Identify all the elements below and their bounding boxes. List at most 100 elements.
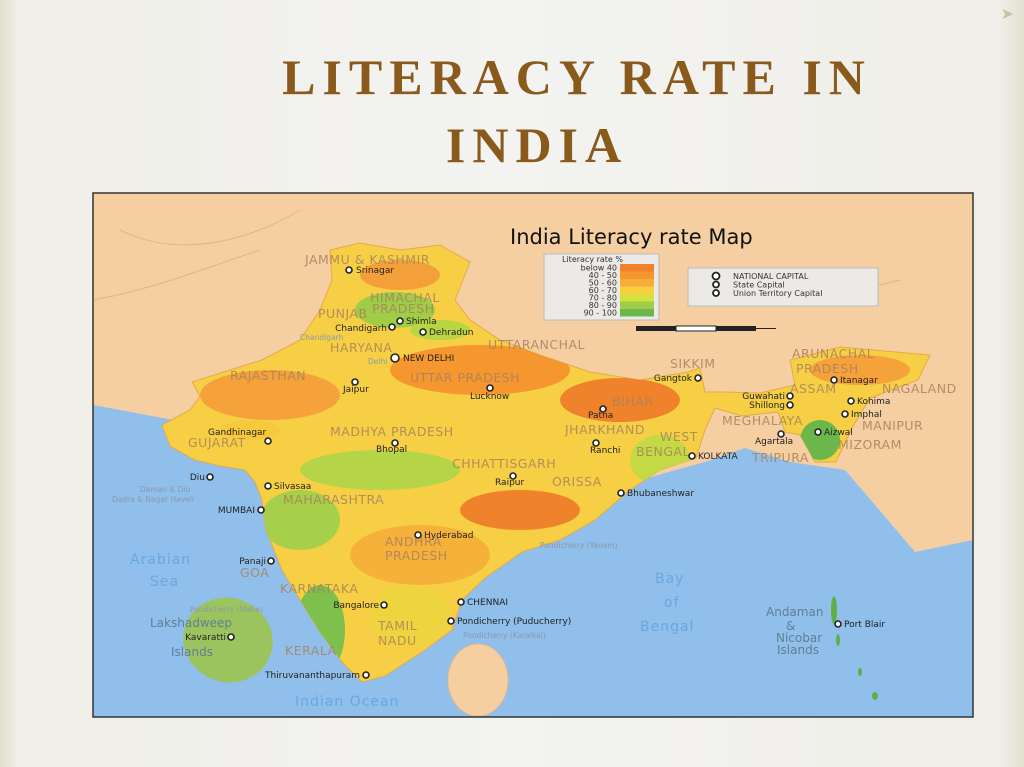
state-label: PRADESH bbox=[385, 548, 448, 563]
state-label: UTTAR PRADESH bbox=[410, 370, 520, 385]
state-label: CHHATTISGARH bbox=[452, 456, 556, 471]
city-marker-icon bbox=[388, 323, 396, 331]
island-label: Lakshadweep bbox=[150, 616, 232, 630]
city-marker-icon bbox=[688, 452, 696, 460]
city-marker-icon bbox=[414, 531, 422, 539]
city-marker-icon bbox=[599, 405, 607, 413]
city-label: Raipur bbox=[495, 478, 524, 488]
national-capital-icon bbox=[711, 271, 721, 281]
state-label: TAMIL bbox=[377, 618, 417, 633]
state-label: JHARKHAND bbox=[564, 422, 645, 437]
ut-label: Chandigarh bbox=[300, 333, 343, 342]
city-label: Srinagar bbox=[356, 266, 394, 276]
slide-title-line1: LITERACY RATE IN bbox=[282, 49, 872, 105]
city-label: Diu bbox=[190, 473, 205, 483]
city-label: Shillong bbox=[749, 401, 785, 411]
state-label: JAMMU & KASHMIR bbox=[304, 252, 430, 267]
city-marker-icon bbox=[391, 439, 399, 447]
city-marker-icon bbox=[380, 601, 388, 609]
map-title: India Literacy rate Map bbox=[510, 225, 753, 249]
legend-label: 50 - 60 bbox=[589, 279, 617, 288]
water-body-label: of bbox=[664, 595, 680, 611]
legend-swatch bbox=[620, 301, 654, 309]
state-label: MANIPUR bbox=[862, 418, 923, 433]
legend-swatch bbox=[620, 309, 654, 317]
decorative-arrow-icon: ➤ bbox=[1000, 6, 1014, 23]
state-label: NAGALAND bbox=[882, 381, 957, 396]
island-label: Islands bbox=[171, 645, 213, 659]
lakshadweep-area bbox=[183, 597, 273, 683]
legend-swatch bbox=[620, 294, 654, 302]
city-label: Bhopal bbox=[376, 445, 407, 455]
city-marker-icon bbox=[351, 378, 359, 386]
city-label: Thiruvananthapuram bbox=[264, 671, 360, 681]
water-body-label: Arabian bbox=[130, 552, 191, 568]
city-marker-icon bbox=[847, 397, 855, 405]
symbol-legend-label: State Capital bbox=[733, 281, 785, 290]
ut-label: Daman & Diu bbox=[140, 485, 191, 494]
city-marker-icon bbox=[390, 353, 400, 363]
city-marker-icon bbox=[419, 328, 427, 336]
city-label: Dehradun bbox=[429, 328, 474, 338]
city-marker-icon bbox=[814, 428, 822, 436]
water-body-label: Bay bbox=[655, 571, 684, 587]
city-marker-icon bbox=[264, 482, 272, 490]
city-label: Kavaratti bbox=[185, 633, 226, 643]
ut-label: Delhi bbox=[368, 357, 387, 366]
state-label: PRADESH bbox=[372, 301, 435, 316]
state-label: ORISSA bbox=[552, 474, 602, 489]
state-label: MADHYA PRADESH bbox=[330, 424, 454, 439]
city-label: Patna bbox=[588, 411, 613, 421]
city-label: Shimla bbox=[406, 317, 437, 327]
legend-swatch bbox=[620, 279, 654, 287]
state-label: GUJARAT bbox=[188, 435, 246, 450]
city-label: Guwahati bbox=[742, 392, 785, 402]
city-label: Imphal bbox=[851, 410, 882, 420]
water-body-label: Indian Ocean bbox=[295, 694, 399, 710]
state-label: NADU bbox=[378, 633, 417, 648]
ut-label: Pondicherry (Mahe) bbox=[190, 605, 263, 614]
island-label: Nicobar bbox=[776, 631, 822, 645]
city-label: Aizwal bbox=[824, 428, 853, 438]
city-label: MUMBAI bbox=[218, 506, 255, 516]
city-marker-icon bbox=[834, 620, 842, 628]
water-body-label: Bengal bbox=[640, 619, 694, 635]
state-label: RAJASTHAN bbox=[230, 368, 306, 383]
city-marker-icon bbox=[694, 374, 702, 382]
scale-bar bbox=[636, 325, 776, 332]
city-marker-icon bbox=[396, 317, 404, 325]
city-label: Gangtok bbox=[654, 374, 693, 384]
legend-title: Literacy rate % bbox=[562, 255, 623, 264]
island-label: & bbox=[786, 619, 795, 633]
map-frame bbox=[92, 192, 974, 718]
city-marker-icon bbox=[267, 557, 275, 565]
legend-label: 80 - 90 bbox=[589, 301, 617, 310]
city-label: Panaji bbox=[239, 557, 266, 567]
city-marker-icon bbox=[509, 472, 517, 480]
city-marker-icon bbox=[617, 489, 625, 497]
island-label: Andaman bbox=[766, 605, 823, 619]
sri-lanka bbox=[447, 643, 509, 717]
city-label: Itanagar bbox=[840, 376, 878, 386]
legend-label: 70 - 80 bbox=[589, 294, 617, 303]
city-marker-icon bbox=[264, 437, 272, 445]
ut-label: Pondicherry (Yanam) bbox=[540, 541, 618, 550]
legend-label: 90 - 100 bbox=[584, 309, 617, 318]
city-label: Silvasaa bbox=[274, 482, 311, 492]
legend-swatch bbox=[620, 271, 654, 279]
city-label: Jaipur bbox=[342, 385, 369, 395]
legend-label: below 40 bbox=[581, 264, 617, 273]
state-label: KERALA bbox=[285, 643, 337, 658]
state-label: HARYANA bbox=[330, 340, 392, 355]
state-label: SIKKIM bbox=[670, 356, 716, 371]
legend-swatch bbox=[620, 286, 654, 294]
state-label: MAHARASHTRA bbox=[283, 492, 384, 507]
state-label: KARNATAKA bbox=[280, 581, 358, 596]
city-label: Agartala bbox=[755, 437, 793, 447]
city-marker-icon bbox=[592, 439, 600, 447]
city-label: Kohima bbox=[857, 397, 890, 407]
city-marker-icon bbox=[257, 506, 265, 514]
